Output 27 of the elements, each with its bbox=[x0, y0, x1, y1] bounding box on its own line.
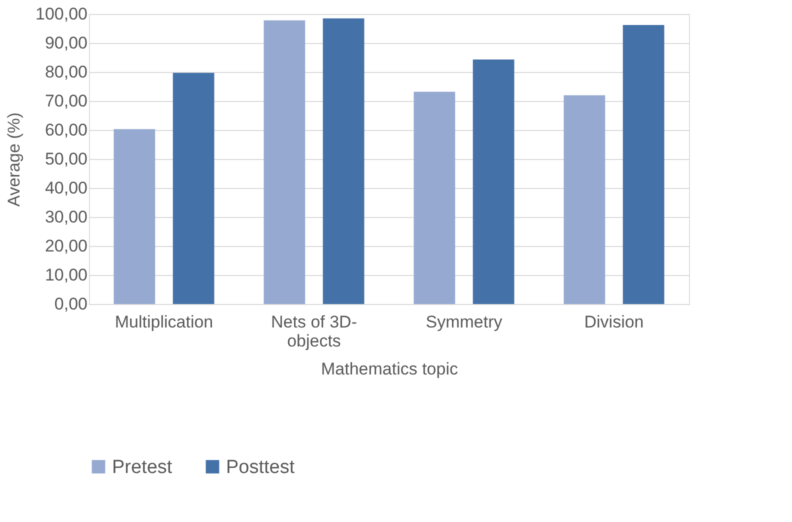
x-axis-title: Mathematics topic bbox=[321, 360, 458, 378]
bar bbox=[472, 60, 514, 304]
y-tick-label: 50,00 bbox=[44, 150, 88, 168]
y-tick-label: 10,00 bbox=[44, 266, 88, 284]
y-tick-label: 100,00 bbox=[36, 4, 88, 24]
x-tick-label: Multiplication bbox=[114, 312, 214, 332]
legend-label: Pretest bbox=[112, 456, 173, 478]
bar bbox=[622, 25, 664, 304]
bar bbox=[414, 92, 456, 304]
y-tick-label: 0,00 bbox=[54, 294, 88, 314]
bar bbox=[172, 72, 214, 304]
y-tick-label: 30,00 bbox=[44, 208, 88, 226]
bar bbox=[264, 20, 306, 304]
bar bbox=[322, 18, 364, 304]
bar bbox=[564, 95, 606, 304]
legend-label: Posttest bbox=[226, 456, 296, 478]
y-axis-title: Average (%) bbox=[4, 112, 24, 207]
y-tick-label: 90,00 bbox=[44, 34, 88, 52]
x-tick-label: Symmetry bbox=[426, 312, 503, 332]
x-tick-label: Division bbox=[584, 312, 644, 332]
y-tick-label: 40,00 bbox=[44, 178, 88, 198]
y-tick-label: 20,00 bbox=[44, 236, 88, 256]
x-tick-label: Nets of 3D-objects bbox=[271, 312, 357, 350]
y-tick-label: 60,00 bbox=[44, 120, 88, 140]
y-tick-label: 80,00 bbox=[44, 62, 88, 82]
y-tick-label: 70,00 bbox=[44, 92, 88, 110]
bar bbox=[114, 129, 156, 304]
